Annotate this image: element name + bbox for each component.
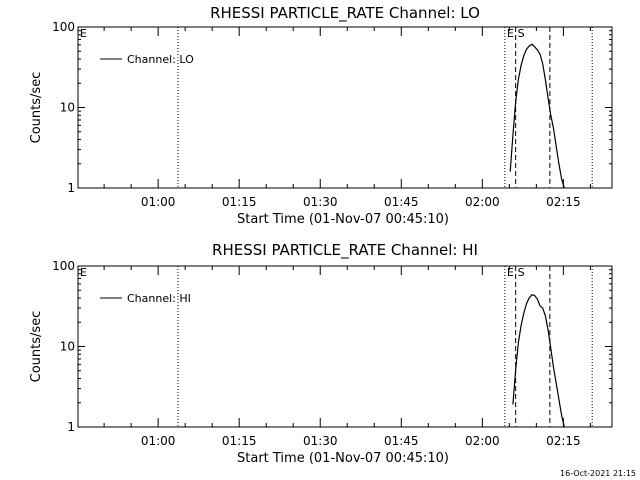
y-tick-label: 100 [52, 259, 75, 273]
plot-frame [77, 26, 613, 189]
y-tick-label: 10 [60, 340, 75, 354]
x-tick-label: 02:00 [465, 195, 500, 209]
marker-label: S [518, 27, 525, 40]
x-tick-label: 01:00 [141, 434, 176, 448]
y-tick-label: 100 [52, 20, 75, 34]
chart-title: RHESSI PARTICLE_RATE Channel: HI [212, 241, 478, 260]
x-tick-label: 01:45 [384, 195, 419, 209]
legend-label: Channel: HI [127, 292, 191, 305]
series-line-0 [509, 43, 565, 189]
x-tick-label: 02:15 [546, 195, 581, 209]
x-tick-label: 01:30 [303, 195, 338, 209]
plot-frame [77, 265, 613, 428]
y-axis-label: Counts/sec [29, 72, 44, 144]
x-axis-label: Start Time (01-Nov-07 00:45:10) [237, 451, 449, 466]
x-tick-label: 01:45 [384, 434, 419, 448]
x-tick-label: 01:15 [222, 195, 257, 209]
y-axis-label: Counts/sec [29, 311, 44, 383]
panel-lo: RHESSI PARTICLE_RATE Channel: LO 1 10 100 01… [29, 4, 613, 227]
x-axis-label: Start Time (01-Nov-07 00:45:10) [237, 212, 449, 227]
marker-label: S [518, 266, 525, 279]
chart-title: RHESSI PARTICLE_RATE Channel: LO [210, 4, 480, 23]
marker-label: E [507, 27, 514, 40]
x-tick-label: 02:15 [546, 434, 581, 448]
x-tick-label: 01:30 [303, 434, 338, 448]
legend-label: Channel: LO [127, 53, 194, 66]
x-tick-label: 02:00 [465, 434, 500, 448]
corner-marker: E [80, 27, 87, 40]
series-line-0 [512, 294, 565, 428]
x-tick-label: 01:00 [141, 195, 176, 209]
panel-hi: RHESSI PARTICLE_RATE Channel: HI 1 10 100 01… [29, 241, 613, 466]
x-tick-label: 01:15 [222, 434, 257, 448]
y-tick-label: 10 [60, 101, 75, 115]
y-tick-label: 1 [67, 181, 75, 195]
corner-marker: E [80, 266, 87, 279]
timestamp: 16-Oct-2021 21:15 [560, 469, 636, 478]
marker-label: E [507, 266, 514, 279]
y-tick-label: 1 [67, 420, 75, 434]
